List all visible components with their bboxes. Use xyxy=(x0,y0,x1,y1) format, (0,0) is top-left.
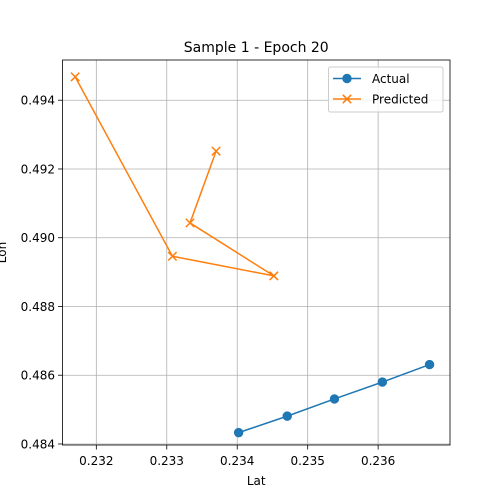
x-tick-label: 0.234 xyxy=(220,454,254,468)
legend-marker-actual xyxy=(343,74,351,82)
x-axis-label: Lat xyxy=(247,474,266,488)
actual-point xyxy=(378,378,386,386)
chart-title: Sample 1 - Epoch 20 xyxy=(184,40,329,56)
x-tick-label: 0.235 xyxy=(291,454,325,468)
y-tick-label: 0.488 xyxy=(21,300,55,314)
y-axis-label: Lon xyxy=(0,242,9,263)
actual-point xyxy=(425,360,433,368)
plot-area xyxy=(63,60,451,445)
x-tick-label: 0.233 xyxy=(150,454,184,468)
x-tick-label: 0.232 xyxy=(79,454,113,468)
y-tick-label: 0.484 xyxy=(21,437,55,451)
y-tick-label: 0.492 xyxy=(21,162,55,176)
legend-label-predicted: Predicted xyxy=(372,93,428,107)
y-tick-label: 0.486 xyxy=(21,369,55,383)
legend-label-actual: Actual xyxy=(372,72,410,86)
actual-point xyxy=(234,428,242,436)
actual-point xyxy=(283,412,291,420)
y-tick-label: 0.494 xyxy=(21,94,55,108)
actual-point xyxy=(330,395,338,403)
x-tick-label: 0.236 xyxy=(361,454,395,468)
legend: Actual Predicted xyxy=(329,67,444,112)
y-tick-label: 0.490 xyxy=(21,231,55,245)
